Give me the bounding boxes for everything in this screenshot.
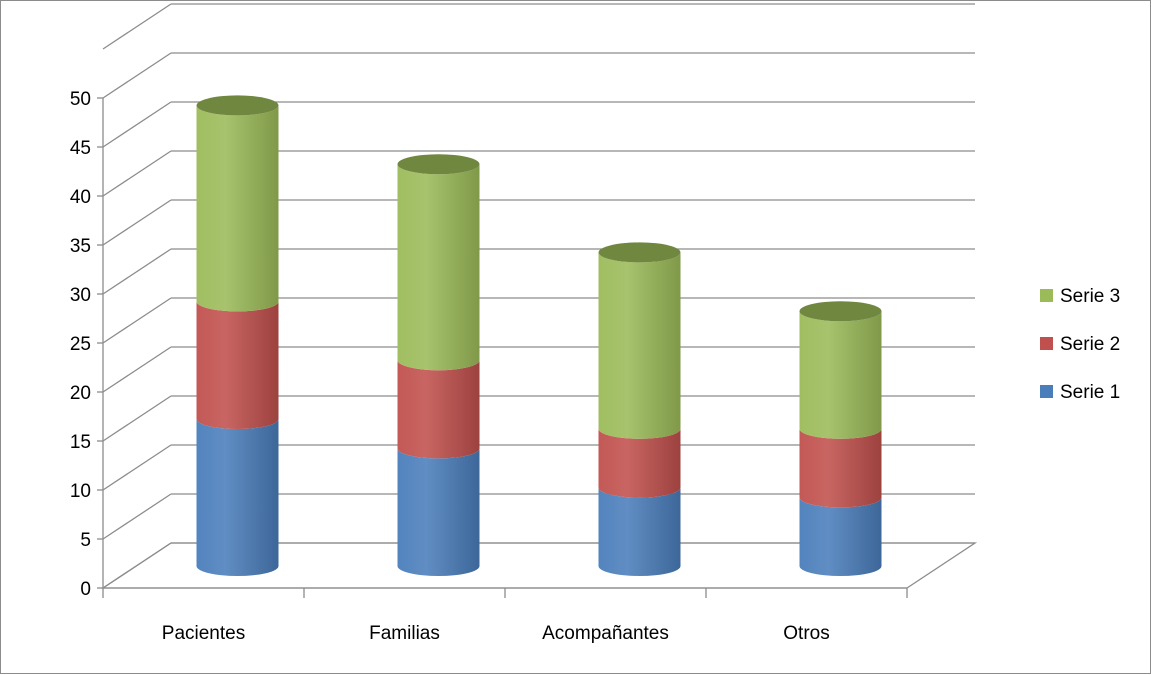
category-label: Otros bbox=[783, 623, 829, 644]
gridline-side bbox=[102, 3, 172, 50]
y-tick-label: 30 bbox=[70, 285, 91, 306]
y-tick-label: 25 bbox=[70, 334, 91, 355]
bar-segment bbox=[196, 419, 279, 576]
bar-segment bbox=[397, 164, 480, 371]
legend-swatch bbox=[1040, 289, 1053, 302]
bar-segment bbox=[397, 448, 480, 576]
bar-top-cap bbox=[397, 154, 480, 175]
bar-top-cap bbox=[196, 95, 279, 116]
gridline-side bbox=[102, 150, 172, 197]
y-tick-label: 40 bbox=[70, 187, 91, 208]
bar-segment bbox=[397, 360, 480, 459]
category-label: Acompañantes bbox=[542, 623, 669, 644]
category-label: Pacientes bbox=[162, 623, 245, 644]
gridline-side bbox=[102, 199, 172, 246]
y-tick-label: 10 bbox=[70, 481, 91, 502]
gridline-side bbox=[102, 444, 172, 491]
y-tick-label: 35 bbox=[70, 236, 91, 257]
bar-segment bbox=[799, 428, 882, 508]
bar-segment bbox=[799, 311, 882, 439]
gridline-side bbox=[102, 542, 172, 589]
bar-segment bbox=[196, 301, 279, 429]
bar-segment bbox=[598, 252, 681, 439]
legend-label: Serie 2 bbox=[1060, 334, 1120, 355]
bars bbox=[196, 95, 882, 576]
legend-label: Serie 3 bbox=[1060, 286, 1120, 307]
bar-top-cap bbox=[799, 301, 882, 322]
y-tick-label: 50 bbox=[70, 89, 91, 110]
bar-segment bbox=[598, 428, 681, 498]
gridline-side bbox=[102, 297, 172, 344]
category-label: Familias bbox=[369, 623, 440, 644]
gridline-side bbox=[102, 101, 172, 148]
y-tick-label: 5 bbox=[80, 530, 91, 551]
y-tick-labels: 0 5 10 15 20 25 30 35 40 45 50 bbox=[70, 89, 91, 600]
y-tick-label: 45 bbox=[70, 138, 91, 159]
y-tick-label: 15 bbox=[70, 432, 91, 453]
category-labels: Pacientes Familias Acompañantes Otros bbox=[162, 623, 830, 644]
gridline-side bbox=[102, 52, 172, 99]
legend: Serie 3 Serie 2 Serie 1 bbox=[1040, 286, 1120, 403]
gridline-side bbox=[102, 395, 172, 442]
gridline-side bbox=[102, 493, 172, 540]
bar-top-cap bbox=[598, 242, 681, 263]
bar-segment bbox=[598, 487, 681, 576]
gridline-side bbox=[102, 346, 172, 393]
axes bbox=[97, 97, 908, 598]
y-tick-label: 20 bbox=[70, 383, 91, 404]
gridline-side bbox=[102, 248, 172, 295]
gridlines bbox=[102, 3, 975, 589]
legend-label: Serie 1 bbox=[1060, 382, 1120, 403]
y-tick-label: 0 bbox=[80, 579, 91, 600]
legend-swatch bbox=[1040, 337, 1053, 350]
bar-segment bbox=[196, 105, 279, 312]
bar-segment bbox=[799, 497, 882, 576]
legend-swatch bbox=[1040, 385, 1053, 398]
